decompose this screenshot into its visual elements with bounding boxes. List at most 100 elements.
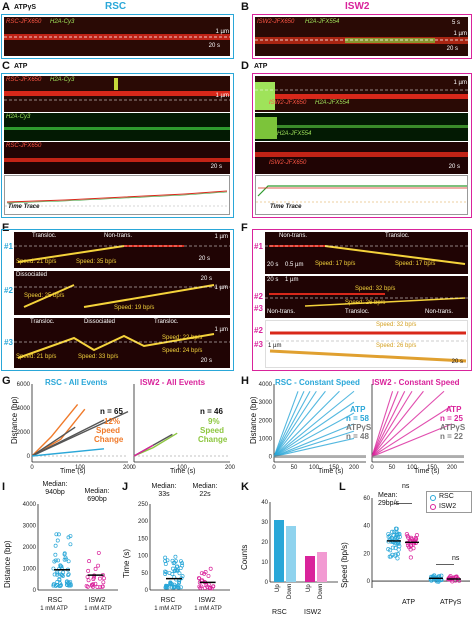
k-ytick: 40 (261, 500, 268, 506)
l-ytick: 0 (367, 579, 371, 585)
panel-e-row3-scale-time: 20 s (200, 358, 212, 364)
h-xtick: 200 (349, 465, 360, 470)
h-trace-0-11 (273, 437, 355, 458)
panel-j-median1: Median: (151, 483, 177, 490)
k-ytick: 20 (261, 540, 268, 546)
panel-c-time-trace: Time Trace (4, 175, 230, 215)
h-xtick: 150 (427, 465, 438, 470)
j-g-point (203, 570, 208, 574)
i-g-ytick: 2000 (23, 545, 37, 551)
panel-d-green-kymo: H2A-JFX554 (255, 113, 468, 141)
l-point-0 (390, 529, 395, 534)
i-g-point (87, 559, 92, 564)
panel-c-label-rsc: RSC-JFX650 (6, 77, 42, 83)
i-g-point (52, 572, 57, 577)
j-g-point (177, 580, 182, 585)
j-g-point (167, 571, 172, 576)
panel-h-atps2: ATPγS (440, 423, 466, 432)
j-g-point (172, 582, 177, 587)
panel-a-scale-time: 20 s (208, 43, 220, 49)
panel-h-n1: n = 58 (346, 414, 369, 423)
panel-g-n1: n = 65 (100, 407, 123, 416)
j-g-point (163, 585, 168, 590)
panel-e-row3-speed1: Speed: 21 bp/s (16, 354, 57, 360)
j-g-point (179, 559, 183, 564)
g-xtick: 100 (75, 465, 86, 470)
panel-b-scale-dist: 1 µm (453, 31, 467, 37)
i-g-point (93, 581, 98, 586)
l-point-2 (432, 573, 437, 578)
k-ytick: 0 (265, 580, 269, 586)
j-g-point (177, 579, 182, 584)
i-g-point (66, 572, 71, 577)
panel-f-row2-seg3: Non-trans. (425, 309, 454, 315)
panel-e-row1-scale-dist: 1 µm (214, 234, 228, 240)
j-g-point (197, 576, 202, 581)
i-g-point (62, 557, 67, 562)
panel-h-atp2: ATP (446, 405, 462, 414)
h-trace-1-2 (371, 391, 406, 457)
l-ytick: 60 (363, 496, 370, 502)
panel-i-unit1: 1 mM ATP (40, 606, 68, 612)
l-point-1 (408, 555, 413, 560)
panel-c-frame: RSC-JFX650 H2A-Cy3 1 µm H2A-Cy3 RSC-JFX6… (1, 73, 234, 218)
j-g-point (173, 559, 178, 563)
panel-h-n4: n = 22 (440, 432, 463, 441)
panel-l-mean: Mean: (378, 492, 398, 499)
panel-l-label: L (339, 481, 346, 493)
i-g-point (96, 550, 101, 555)
j-g-point (174, 564, 179, 569)
panel-g-label: G (2, 375, 11, 387)
i-g-point (85, 574, 90, 579)
g-xtick: 100 (177, 465, 188, 470)
i-g-point (96, 563, 101, 568)
panel-f-row1-kymo: Non-trans. Transloc. Speed: 17 bp/s Spee… (265, 232, 468, 274)
i-g-point (100, 584, 105, 589)
panel-f-row1-speed2: Speed: 17 bp/s (395, 261, 436, 267)
j-g-point (208, 566, 213, 571)
h-trace-0-2 (273, 390, 311, 457)
h-trace-0-10 (273, 430, 355, 458)
panel-i-unit2: 1 mM ATP (84, 606, 112, 612)
panel-e-row1-num: #1 (4, 242, 13, 251)
i-g-point (102, 576, 106, 581)
panel-j-cat2: ISW2 (198, 597, 216, 604)
panel-i-cat2: ISW2 (88, 597, 106, 604)
h-trace-0-6 (273, 390, 355, 457)
panel-l-ylabel: Speed (bp/s) (340, 542, 349, 588)
i-g-point (58, 572, 63, 577)
h-trace-1-1 (371, 391, 399, 457)
h-ytick: 1000 (259, 436, 273, 442)
panel-f-row1-seg2: Transloc. (385, 233, 410, 239)
j-g-ytick: 0 (145, 588, 149, 594)
panel-i-median2-value: 690bp (87, 496, 107, 503)
i-g-point (68, 579, 73, 584)
j-g-point (171, 561, 176, 566)
k-ytick: 10 (261, 560, 268, 566)
h-xtick: 0 (272, 465, 276, 470)
panel-i-label: I (2, 481, 6, 493)
l-point-2 (428, 577, 433, 582)
panel-e-row3-speed2: Speed: 33 bp/s (78, 354, 119, 360)
i-g-point (59, 564, 64, 569)
h-trace-1-5 (371, 390, 445, 457)
h-atpgs-band-1 (372, 455, 464, 459)
k-bar-1 (286, 526, 296, 582)
i-g-point (91, 577, 96, 581)
panel-c-red-label: RSC-JFX650 (6, 143, 42, 149)
i-g-point (63, 555, 68, 560)
j-g-point (173, 554, 178, 559)
j-g-point (176, 585, 181, 590)
j-g-point (198, 586, 203, 590)
l-point-0 (397, 544, 402, 549)
panel-k-label: K (241, 481, 249, 493)
panel-j-median2: Median: (192, 483, 218, 490)
i-g-point (98, 585, 103, 589)
i-g-point (56, 532, 61, 537)
j-g-point (163, 558, 168, 563)
panel-c-label-h2a: H2A-Cy3 (50, 77, 75, 83)
panel-g-title1: RSC - All Events (45, 378, 108, 387)
panel-j-chart: 0 50 100 150 200 250 (138, 502, 230, 594)
panel-i-chart: 0 1000 2000 3000 4000 (23, 502, 118, 594)
